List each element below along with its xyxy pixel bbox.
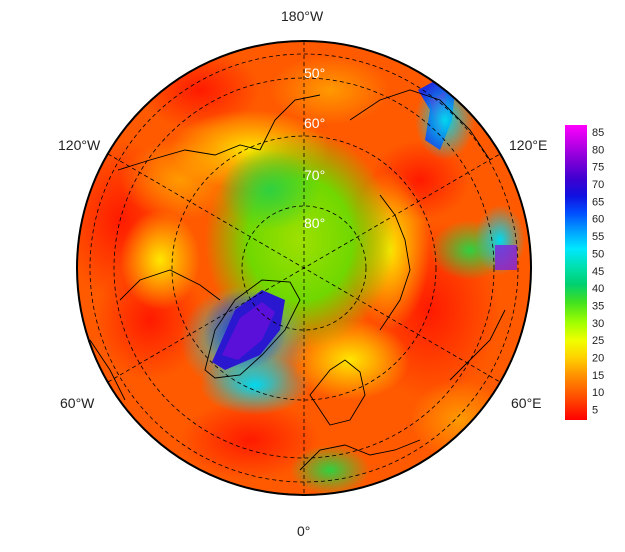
lon-label-180w: 180°W: [281, 8, 324, 24]
lon-label-120e: 120°E: [509, 137, 548, 153]
colorbar-tick-label: 5: [592, 405, 598, 417]
colorbar-tick-label: 75: [592, 162, 604, 174]
lon-label-60e: 60°E: [511, 395, 542, 411]
colorbar-ticks: 85 80 75 70 65 60 55 50 45 40 35 30 25 20 15 10 5: [592, 127, 604, 417]
colorbar-tick-label: 45: [592, 266, 604, 278]
map-border: [76, 40, 532, 496]
lat-label-50: 50°: [304, 65, 325, 81]
graticule: [89, 41, 519, 495]
colorbar-tick-label: 50: [592, 248, 604, 260]
colorbar-tick-label: 85: [592, 127, 604, 139]
colorbar-tick-label: 80: [592, 144, 604, 156]
colorbar-tick-label: 65: [592, 196, 604, 208]
lat-label-60: 60°: [304, 115, 325, 131]
lon-label-120w: 120°W: [58, 137, 101, 153]
lat-label-80: 80°: [304, 215, 325, 231]
lon-label-60w: 60°W: [60, 395, 95, 411]
colorbar-tick-label: 15: [592, 370, 604, 382]
coastlines: [89, 89, 506, 471]
colorbar-tick-label: 20: [592, 353, 604, 365]
lat-label-70: 70°: [304, 167, 325, 183]
colorbar: 85 80 75 70 65 60 55 50 45 40 35 30 25 20 15 10 5: [565, 125, 604, 420]
lon-label-0: 0°: [297, 523, 311, 539]
colorbar-tick-label: 35: [592, 301, 604, 313]
colorbar-gradient: [565, 125, 587, 420]
heatmap-field: [77, 41, 531, 495]
colorbar-tick-label: 25: [592, 335, 604, 347]
colorbar-tick-label: 55: [592, 231, 604, 243]
colorbar-tick-label: 70: [592, 179, 604, 191]
colorbar-tick-label: 40: [592, 283, 604, 295]
colorbar-tick-label: 10: [592, 387, 604, 399]
colorbar-tick-label: 30: [592, 318, 604, 330]
colorbar-tick-label: 60: [592, 214, 604, 226]
